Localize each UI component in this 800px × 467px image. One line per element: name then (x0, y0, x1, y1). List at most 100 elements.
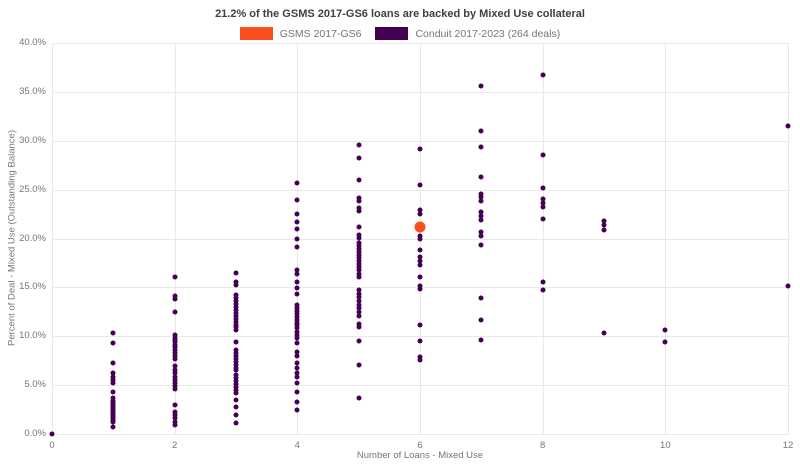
conduit-data-point[interactable] (356, 298, 362, 304)
conduit-data-point[interactable] (417, 207, 423, 213)
conduit-data-point[interactable] (356, 249, 362, 255)
conduit-data-point[interactable] (478, 242, 484, 248)
conduit-data-point[interactable] (478, 209, 484, 215)
conduit-data-point[interactable] (233, 310, 239, 316)
conduit-data-point[interactable] (294, 370, 300, 376)
conduit-data-point[interactable] (356, 195, 362, 201)
conduit-data-point[interactable] (356, 321, 362, 327)
conduit-data-point[interactable] (356, 271, 362, 277)
conduit-data-point[interactable] (172, 380, 178, 386)
conduit-data-point[interactable] (417, 338, 423, 344)
conduit-data-point[interactable] (294, 244, 300, 250)
conduit-data-point[interactable] (233, 350, 239, 356)
conduit-data-point[interactable] (233, 301, 239, 307)
conduit-data-point[interactable] (233, 372, 239, 378)
conduit-data-point[interactable] (294, 335, 300, 341)
conduit-data-point[interactable] (172, 363, 178, 369)
conduit-data-point[interactable] (233, 384, 239, 390)
conduit-data-point[interactable] (233, 390, 239, 396)
conduit-data-point[interactable] (110, 380, 116, 386)
conduit-data-point[interactable] (662, 327, 668, 333)
conduit-data-point[interactable] (294, 211, 300, 217)
conduit-data-point[interactable] (172, 353, 178, 359)
conduit-data-point[interactable] (233, 356, 239, 362)
conduit-data-point[interactable] (233, 282, 239, 288)
conduit-data-point[interactable] (417, 354, 423, 360)
conduit-data-point[interactable] (356, 208, 362, 214)
conduit-data-point[interactable] (172, 296, 178, 302)
conduit-data-point[interactable] (417, 247, 423, 253)
conduit-data-point[interactable] (478, 213, 484, 219)
conduit-data-point[interactable] (110, 330, 116, 336)
conduit-data-point[interactable] (172, 419, 178, 425)
conduit-data-point[interactable] (417, 258, 423, 264)
conduit-data-point[interactable] (356, 362, 362, 368)
conduit-data-point[interactable] (540, 216, 546, 222)
conduit-data-point[interactable] (356, 302, 362, 308)
conduit-data-point[interactable] (294, 320, 300, 326)
conduit-data-point[interactable] (172, 409, 178, 415)
conduit-data-point[interactable] (785, 123, 791, 129)
conduit-data-point[interactable] (540, 287, 546, 293)
conduit-data-point[interactable] (233, 307, 239, 313)
conduit-data-point[interactable] (294, 325, 300, 331)
conduit-data-point[interactable] (294, 197, 300, 203)
conduit-data-point[interactable] (172, 374, 178, 380)
conduit-data-point[interactable] (172, 402, 178, 408)
conduit-data-point[interactable] (233, 375, 239, 381)
conduit-data-point[interactable] (294, 180, 300, 186)
conduit-data-point[interactable] (294, 374, 300, 380)
conduit-data-point[interactable] (233, 381, 239, 387)
conduit-data-point[interactable] (233, 347, 239, 353)
conduit-data-point[interactable] (233, 304, 239, 310)
conduit-data-point[interactable] (233, 365, 239, 371)
conduit-data-point[interactable] (233, 327, 239, 333)
conduit-data-point[interactable] (417, 283, 423, 289)
conduit-data-point[interactable] (478, 194, 484, 200)
conduit-data-point[interactable] (417, 236, 423, 241)
conduit-data-point[interactable] (294, 407, 300, 413)
conduit-data-point[interactable] (356, 258, 362, 264)
conduit-data-point[interactable] (417, 357, 423, 363)
conduit-data-point[interactable] (110, 360, 116, 366)
conduit-data-point[interactable] (172, 309, 178, 315)
conduit-data-point[interactable] (233, 362, 239, 368)
conduit-data-point[interactable] (356, 142, 362, 148)
conduit-data-point[interactable] (356, 261, 362, 267)
conduit-data-point[interactable] (110, 395, 116, 401)
conduit-data-point[interactable] (478, 295, 484, 301)
conduit-data-point[interactable] (356, 313, 362, 319)
conduit-data-point[interactable] (172, 274, 178, 280)
conduit-data-point[interactable] (110, 424, 116, 430)
conduit-data-point[interactable] (478, 198, 484, 204)
conduit-data-point[interactable] (478, 217, 484, 223)
conduit-data-point[interactable] (356, 395, 362, 401)
conduit-data-point[interactable] (233, 397, 239, 403)
gsms-data-point[interactable] (414, 221, 426, 233)
conduit-data-point[interactable] (601, 222, 607, 228)
legend-item-conduit[interactable]: Conduit 2017-2023 (264 deals) (375, 27, 560, 40)
conduit-data-point[interactable] (417, 182, 423, 188)
conduit-data-point[interactable] (233, 367, 239, 373)
conduit-data-point[interactable] (478, 229, 484, 235)
conduit-data-point[interactable] (540, 200, 546, 206)
conduit-data-point[interactable] (233, 316, 239, 322)
conduit-data-point[interactable] (294, 291, 300, 297)
conduit-data-point[interactable] (662, 339, 668, 345)
conduit-data-point[interactable] (110, 419, 116, 425)
legend-item-gsms[interactable]: GSMS 2017-GS6 (239, 27, 361, 40)
conduit-data-point[interactable] (233, 298, 239, 304)
conduit-data-point[interactable] (478, 337, 484, 343)
conduit-data-point[interactable] (294, 329, 300, 335)
conduit-data-point[interactable] (172, 422, 178, 428)
conduit-data-point[interactable] (172, 356, 178, 362)
conduit-data-point[interactable] (233, 292, 239, 298)
conduit-data-point[interactable] (417, 286, 423, 292)
conduit-data-point[interactable] (172, 339, 178, 345)
conduit-data-point[interactable] (233, 420, 239, 426)
conduit-data-point[interactable] (540, 72, 546, 78)
conduit-data-point[interactable] (49, 431, 55, 437)
conduit-data-point[interactable] (233, 270, 239, 276)
conduit-data-point[interactable] (356, 267, 362, 273)
conduit-data-point[interactable] (294, 349, 300, 355)
